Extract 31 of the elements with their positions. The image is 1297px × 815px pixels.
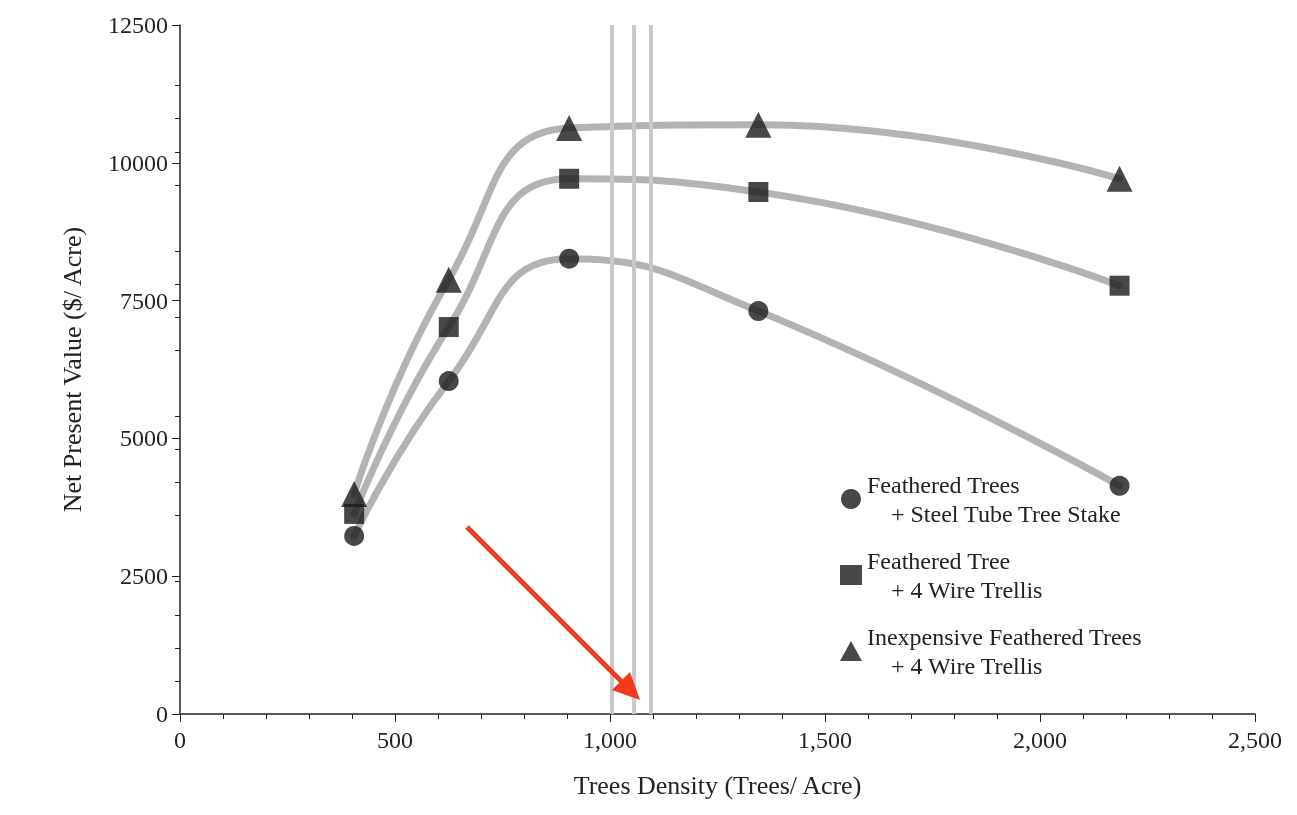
y-tick-label: 5000 [120, 425, 168, 452]
x-tick-label: 0 [174, 727, 186, 753]
y-tick-label: 12500 [108, 12, 168, 38]
x-axis-title: Trees Density (Trees/ Acre) [573, 770, 862, 800]
y-tick-label: 2500 [120, 563, 168, 590]
point [1109, 475, 1130, 496]
legend-label: Feathered Trees + Steel Tube Tree Stake [866, 471, 1121, 527]
point [435, 266, 462, 293]
point [341, 481, 368, 508]
point [745, 111, 772, 138]
point [1106, 165, 1133, 192]
legend-label: Feathered Tree + 4 Wire Trellis [866, 547, 1043, 603]
point [748, 301, 769, 322]
point [344, 525, 365, 546]
y-axis-title: Net Present Value ($/ Acre) [57, 226, 87, 513]
y-tick-label: 0 [156, 701, 168, 727]
point [1109, 275, 1130, 296]
point [556, 115, 583, 142]
y-tick-label: 7500 [120, 287, 168, 314]
point [438, 371, 459, 392]
x-tick-label: 1,500 [798, 727, 852, 753]
y-tick-label: 10000 [108, 149, 168, 176]
point [559, 168, 580, 189]
x-tick-label: 1,000 [583, 727, 637, 753]
point [438, 317, 459, 338]
x-tick-label: 2,500 [1228, 727, 1282, 753]
point [559, 248, 580, 269]
x-tick-label: 2,000 [1013, 727, 1067, 753]
legend-label: Inexpensive Feathered Trees + 4 Wire Trellis [866, 623, 1142, 679]
point [748, 182, 769, 203]
x-tick-label: 500 [377, 727, 413, 753]
